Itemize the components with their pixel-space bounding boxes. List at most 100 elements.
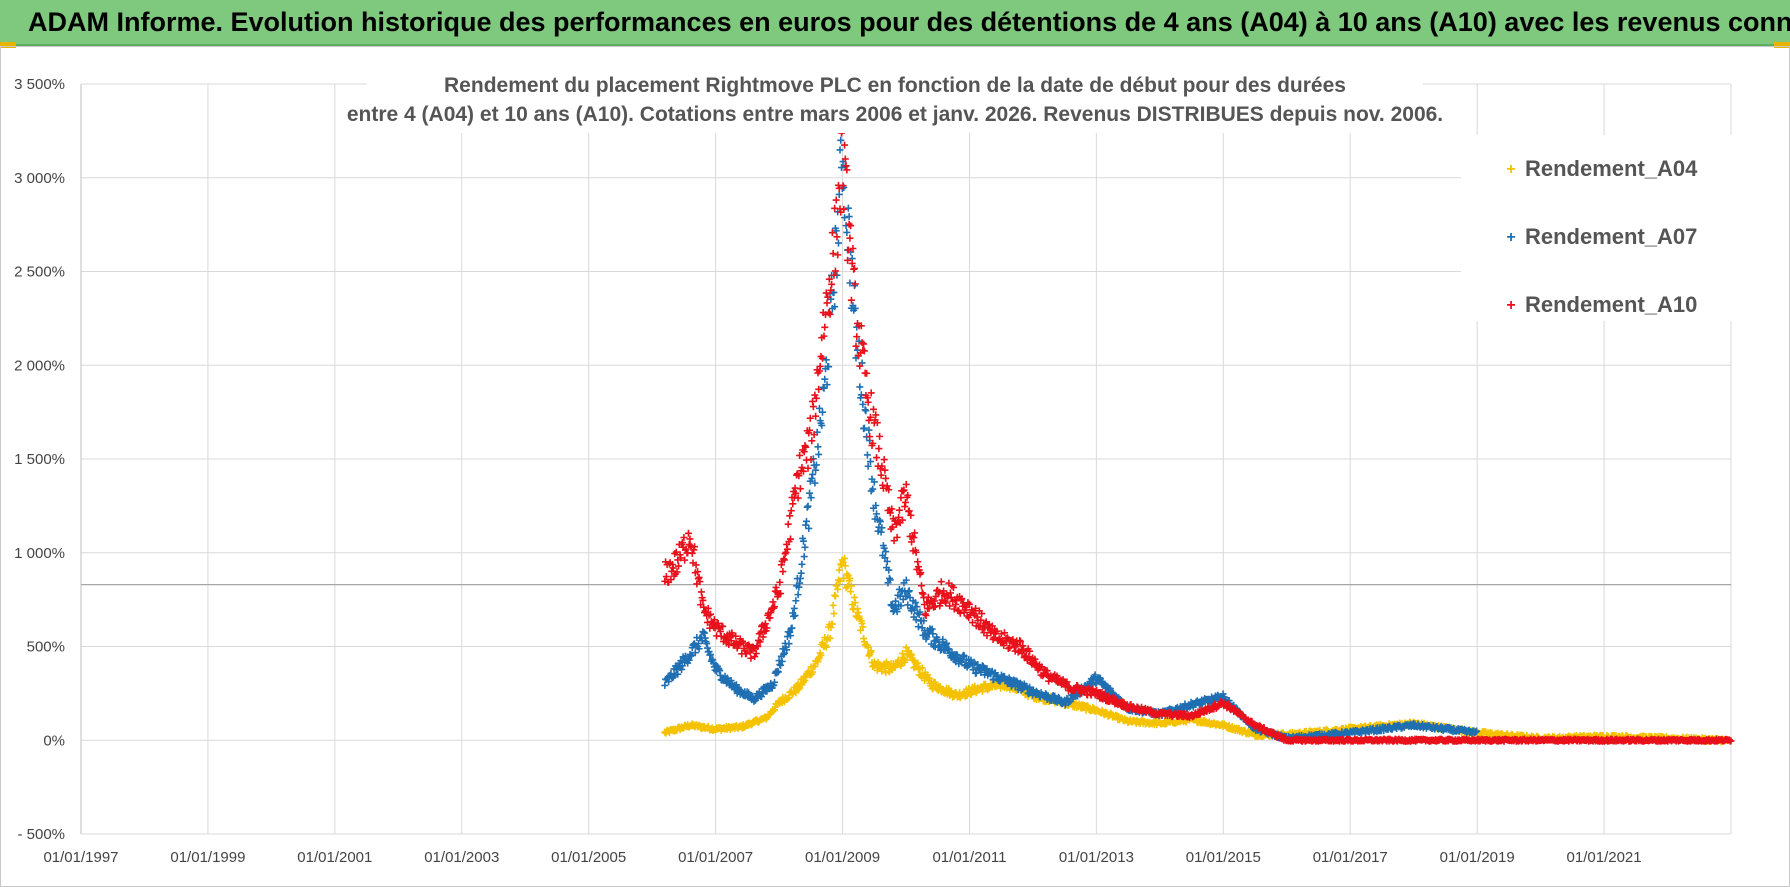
- legend-marker-a10: +: [1506, 297, 1515, 314]
- data-point-rendement_a10: [847, 296, 855, 304]
- data-point-rendement_a07: [811, 479, 819, 487]
- data-point-rendement_a07: [821, 375, 829, 383]
- data-point-rendement_a07: [792, 597, 800, 605]
- data-point-rendement_a10: [680, 534, 688, 541]
- data-point-rendement_a07: [897, 602, 905, 610]
- data-point-rendement_a10: [786, 512, 794, 520]
- x-tick-label: 01/01/2009: [805, 849, 880, 866]
- data-point-rendement_a07: [777, 661, 785, 669]
- data-point-rendement_a04: [834, 585, 842, 593]
- data-point-rendement_a07: [802, 517, 810, 525]
- data-point-rendement_a07: [882, 548, 890, 556]
- data-point-rendement_a07: [872, 501, 880, 509]
- data-point-rendement_a10: [779, 568, 787, 576]
- data-point-rendement_a07: [865, 426, 873, 434]
- data-point-rendement_a10: [782, 548, 790, 556]
- series-Rendement_A07: [661, 136, 1481, 743]
- data-point-rendement_a10: [789, 500, 797, 508]
- data-point-rendement_a07: [812, 461, 820, 469]
- data-point-rendement_a04: [841, 562, 849, 570]
- data-point-rendement_a07: [983, 665, 991, 673]
- data-point-rendement_a07: [669, 673, 677, 681]
- legend-label-a07: Rendement_A07: [1525, 224, 1697, 249]
- data-point-rendement_a07: [688, 651, 695, 659]
- data-point-rendement_a07: [860, 424, 868, 432]
- legend: + Rendement_A04 + Rendement_A07 + Rendem…: [1461, 135, 1733, 321]
- data-point-rendement_a10: [821, 323, 829, 331]
- y-tick-label: 3 000%: [14, 170, 65, 187]
- data-point-rendement_a10: [873, 454, 881, 462]
- data-point-rendement_a04: [828, 620, 836, 628]
- data-point-rendement_a07: [864, 462, 872, 470]
- data-point-rendement_a07: [843, 228, 851, 236]
- data-point-rendement_a07: [939, 636, 947, 644]
- legend-label-a10: Rendement_A10: [1525, 292, 1697, 317]
- data-point-rendement_a07: [774, 668, 782, 676]
- data-point-rendement_a07: [815, 404, 823, 412]
- data-point-rendement_a07: [791, 612, 799, 620]
- data-point-rendement_a04: [918, 664, 926, 672]
- data-point-rendement_a07: [797, 569, 805, 577]
- data-point-rendement_a10: [905, 507, 913, 515]
- data-point-rendement_a04: [835, 566, 843, 574]
- data-point-rendement_a07: [799, 537, 807, 545]
- data-point-rendement_a07: [695, 645, 703, 653]
- x-tick-label: 01/01/1997: [43, 849, 118, 866]
- data-point-rendement_a04: [901, 656, 909, 664]
- data-point-rendement_a07: [881, 554, 889, 562]
- y-tick-label: 0%: [43, 732, 65, 749]
- data-point-rendement_a07: [905, 587, 913, 595]
- data-point-rendement_a10: [851, 280, 859, 288]
- data-point-rendement_a07: [869, 485, 877, 493]
- legend-label-a04: Rendement_A04: [1525, 156, 1698, 181]
- data-point-rendement_a07: [806, 489, 814, 497]
- data-point-rendement_a07: [822, 356, 830, 364]
- data-point-rendement_a10: [798, 463, 806, 471]
- data-point-rendement_a07: [876, 518, 884, 526]
- data-point-rendement_a07: [805, 524, 813, 532]
- data-point-rendement_a07: [845, 213, 853, 221]
- data-point-rendement_a04: [859, 623, 867, 631]
- x-tick-label: 01/01/2017: [1313, 849, 1388, 866]
- data-point-rendement_a07: [783, 646, 791, 654]
- y-tick-label: 2 500%: [14, 264, 65, 281]
- data-point-rendement_a04: [831, 592, 839, 600]
- legend-item-a10: + Rendement_A10: [1506, 292, 1697, 317]
- data-point-rendement_a07: [904, 601, 912, 609]
- data-point-rendement_a10: [755, 636, 763, 644]
- data-point-rendement_a07: [886, 576, 894, 584]
- y-tick-label: 500%: [27, 639, 65, 656]
- legend-marker-a04: +: [1506, 161, 1515, 178]
- x-tick-label: 01/01/2011: [932, 849, 1006, 866]
- data-point-rendement_a07: [914, 623, 922, 631]
- data-point-rendement_a07: [691, 649, 699, 657]
- data-point-rendement_a07: [794, 591, 802, 599]
- data-point-rendement_a04: [826, 634, 834, 642]
- data-point-rendement_a07: [674, 670, 682, 678]
- data-point-rendement_a10: [671, 550, 679, 558]
- legend-item-a07: + Rendement_A07: [1506, 224, 1697, 249]
- data-point-rendement_a07: [790, 604, 798, 612]
- x-tick-label: 01/01/2015: [1186, 849, 1261, 866]
- data-point-rendement_a07: [834, 239, 842, 247]
- x-tick-label: 01/01/2005: [551, 849, 626, 866]
- data-point-rendement_a07: [1106, 685, 1114, 693]
- data-point-rendement_a07: [787, 632, 794, 640]
- data-point-rendement_a10: [831, 267, 839, 275]
- data-point-rendement_a07: [883, 557, 891, 565]
- data-point-rendement_a07: [846, 279, 854, 287]
- data-point-rendement_a10: [876, 432, 884, 440]
- data-point-rendement_a07: [960, 652, 968, 660]
- data-point-rendement_a07: [862, 407, 870, 415]
- data-point-rendement_a07: [927, 626, 935, 634]
- data-point-rendement_a10: [684, 529, 692, 537]
- data-point-rendement_a07: [866, 458, 874, 466]
- data-point-rendement_a10: [863, 369, 871, 377]
- x-tick-label: 01/01/1999: [170, 849, 245, 866]
- corner-accent-left: [0, 42, 16, 48]
- x-axis: 01/01/1997 01/01/1999 01/01/2001 01/01/2003…: [43, 849, 1641, 866]
- data-point-rendement_a04: [873, 666, 881, 674]
- data-point-rendement_a04: [867, 647, 875, 655]
- legend-item-a04: + Rendement_A04: [1506, 156, 1698, 181]
- data-point-rendement_a04: [822, 643, 830, 651]
